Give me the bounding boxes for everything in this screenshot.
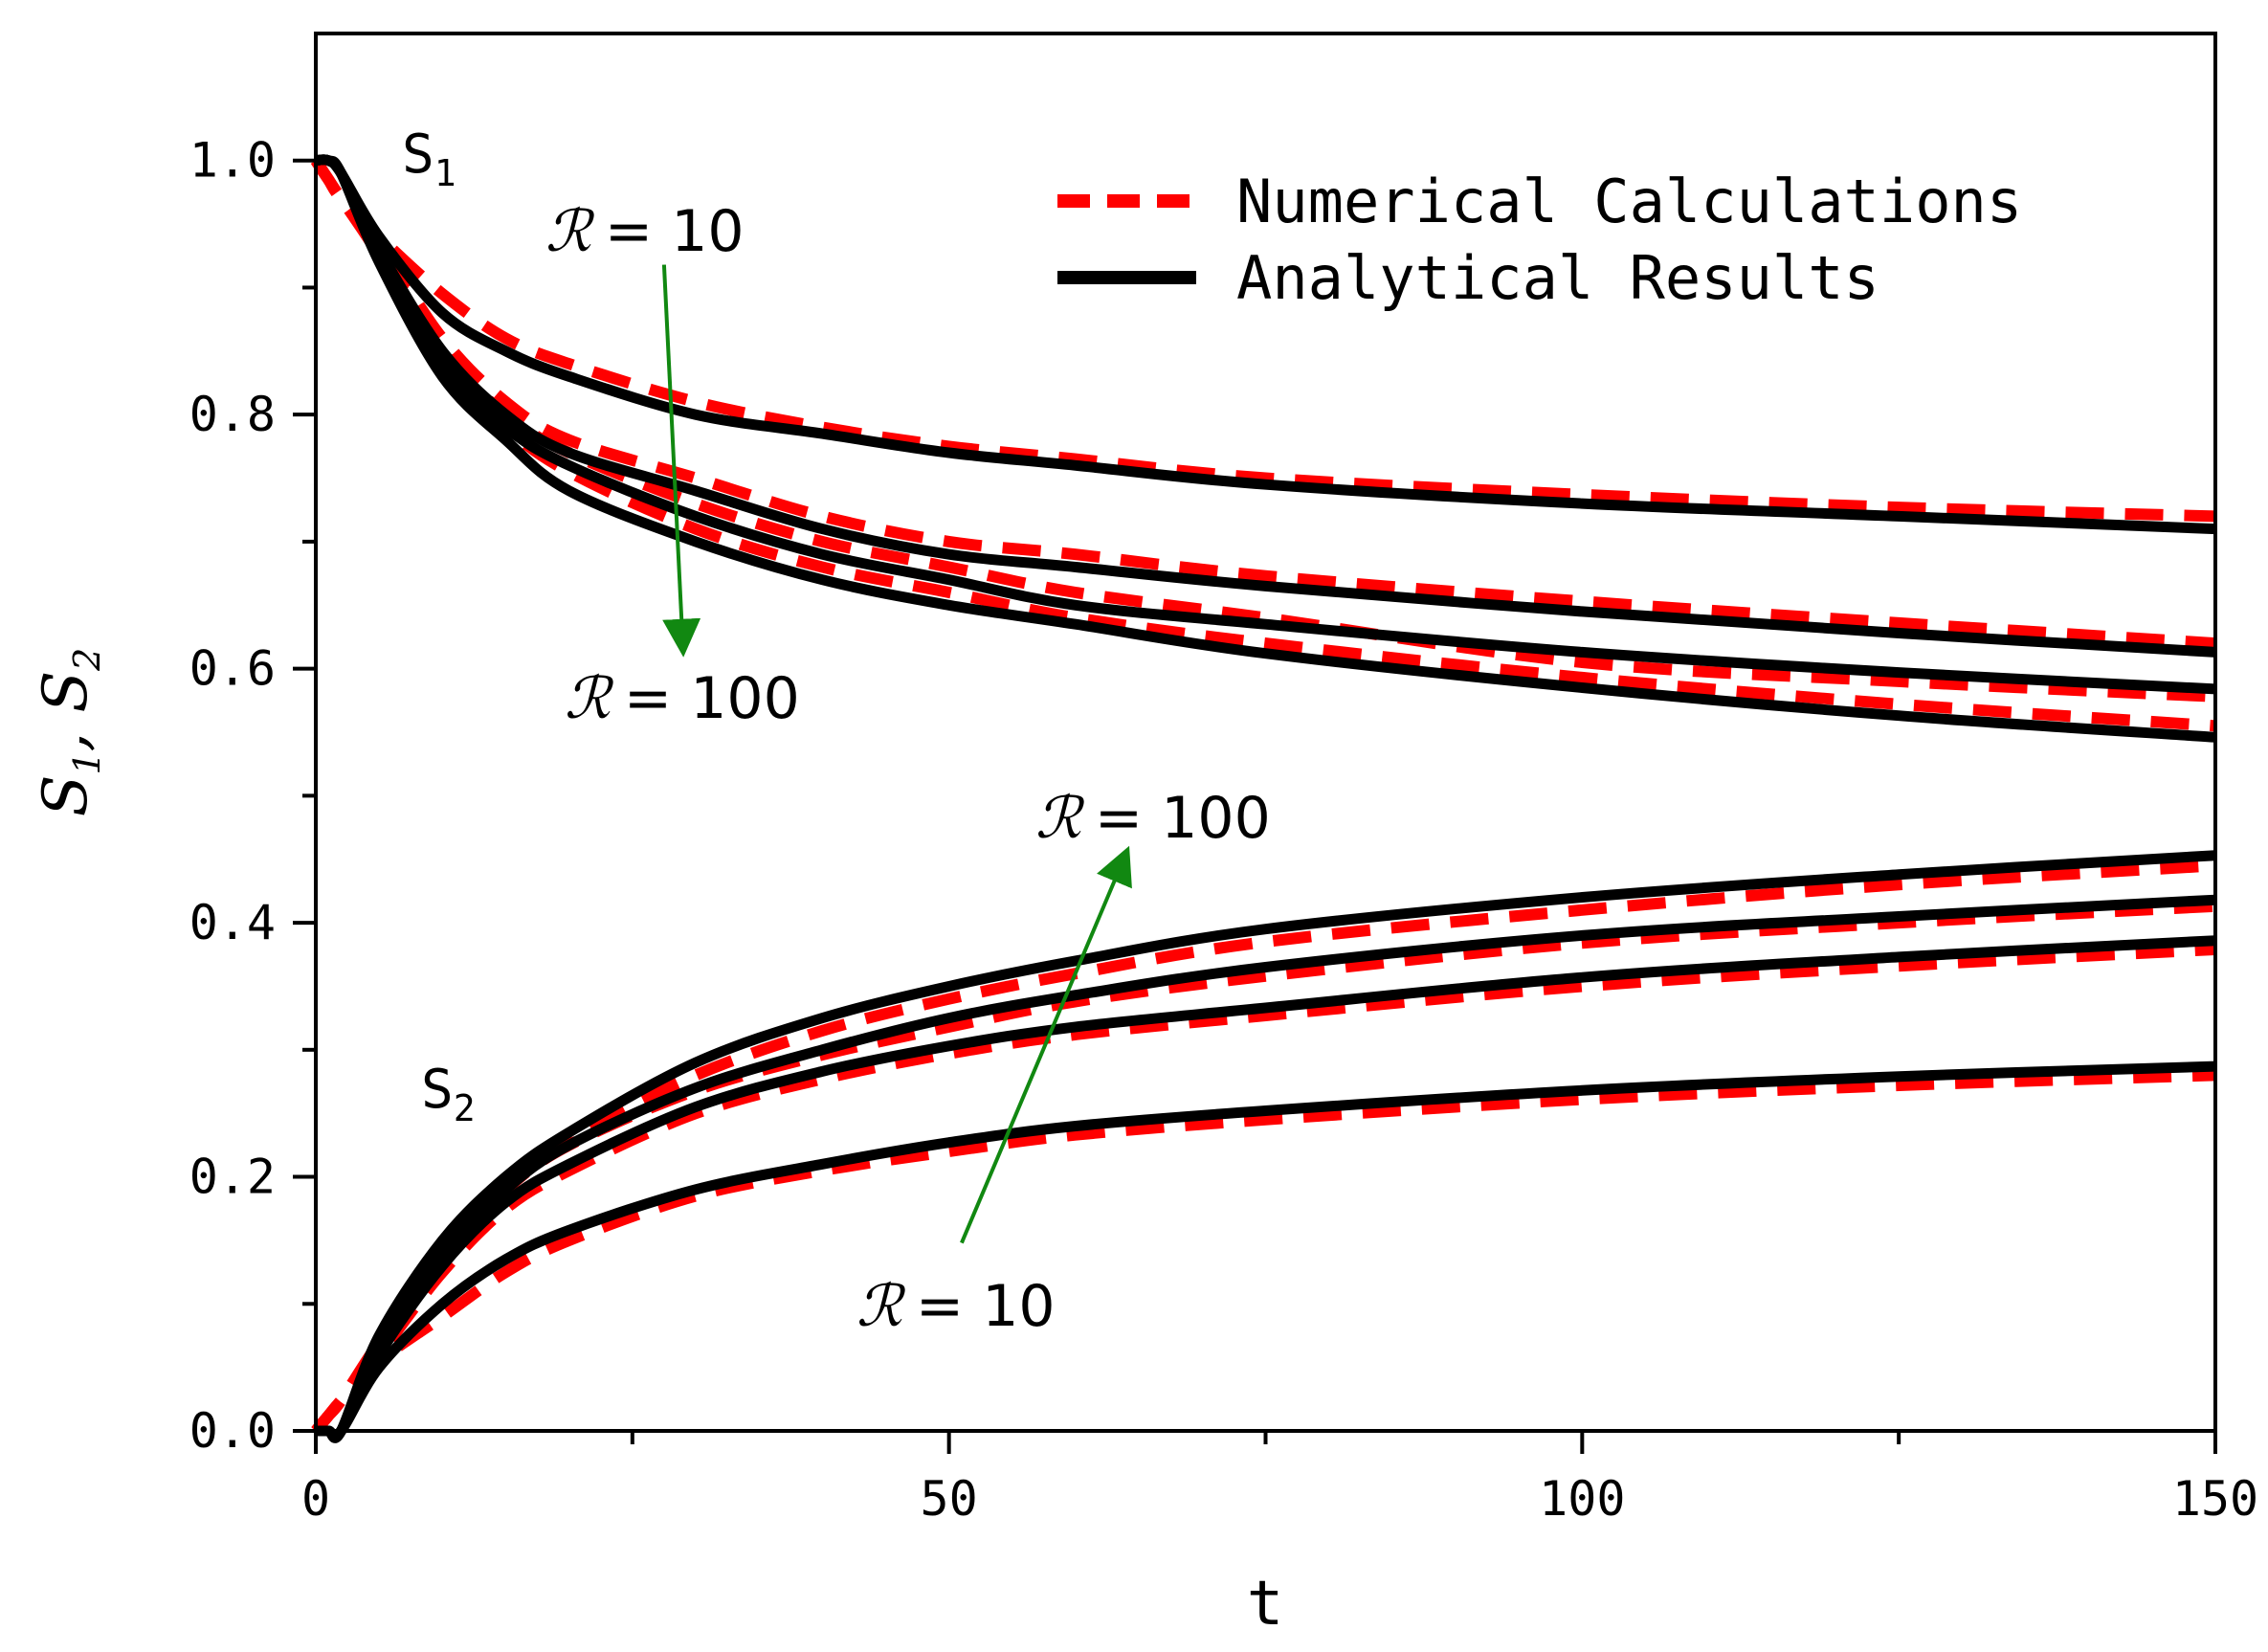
series-line-10 bbox=[316, 935, 2216, 1442]
series-line-14 bbox=[316, 850, 2216, 1443]
series-line-13 bbox=[311, 900, 2216, 1435]
arrow-s1-increasing-r bbox=[661, 264, 701, 658]
y-tick-label: 1.0 bbox=[189, 133, 276, 189]
x-tick-label: 150 bbox=[2172, 1471, 2258, 1527]
annotation-s2-r10: ℛ = 10 bbox=[856, 1273, 1056, 1340]
x-axis-title: t bbox=[1247, 1569, 1284, 1640]
y-title-s2-sub: 2 bbox=[66, 648, 108, 672]
y-title-sep: , bbox=[31, 713, 101, 752]
y-tick-label: 0.4 bbox=[189, 895, 276, 950]
annotation-s2-r100: ℛ = 100 bbox=[1035, 785, 1271, 852]
legend-label-numerical: Numerical Calculations bbox=[1236, 167, 2022, 236]
y-axis-title: S1, S2 bbox=[31, 648, 108, 817]
series-line-9 bbox=[311, 1069, 2216, 1435]
axis-ticks bbox=[293, 158, 2217, 1454]
legend-label-analytical: Analytical Results bbox=[1236, 243, 1879, 313]
series-line-8 bbox=[316, 1060, 2216, 1441]
x-tick-label: 100 bbox=[1539, 1471, 1625, 1527]
series-line-11 bbox=[311, 944, 2216, 1435]
series-line-5 bbox=[311, 157, 2216, 703]
annotation-s1-r10: ℛ = 10 bbox=[545, 198, 745, 265]
s1-curve-label: S1 bbox=[402, 123, 456, 194]
y-title-s1-sub: 1 bbox=[66, 751, 108, 774]
y-tick-label: 0.2 bbox=[189, 1150, 276, 1205]
series-line-6 bbox=[315, 154, 2216, 743]
s2-curve-label: S2 bbox=[421, 1059, 476, 1129]
series-line-4 bbox=[315, 154, 2216, 695]
series-line-0 bbox=[315, 154, 2216, 535]
axis-tick-labels: 0 50 100 150 0.0 0.2 0.4 0.6 0.8 1.0 bbox=[189, 133, 2258, 1527]
x-tick-label: 0 bbox=[301, 1471, 330, 1527]
y-tick-label: 0.0 bbox=[189, 1403, 276, 1459]
y-tick-label: 0.6 bbox=[189, 641, 276, 697]
arrow-s2-increasing-r bbox=[960, 845, 1132, 1244]
x-tick-label: 50 bbox=[921, 1471, 978, 1527]
y-tick-label: 0.8 bbox=[189, 387, 276, 442]
series-layer bbox=[311, 154, 2216, 1443]
annotation-s1-r100: ℛ = 100 bbox=[565, 665, 800, 732]
y-title-s1: S bbox=[31, 775, 101, 817]
y-title-s2: S bbox=[31, 671, 101, 713]
legend: Numerical Calculations Analytical Result… bbox=[1057, 167, 2022, 313]
